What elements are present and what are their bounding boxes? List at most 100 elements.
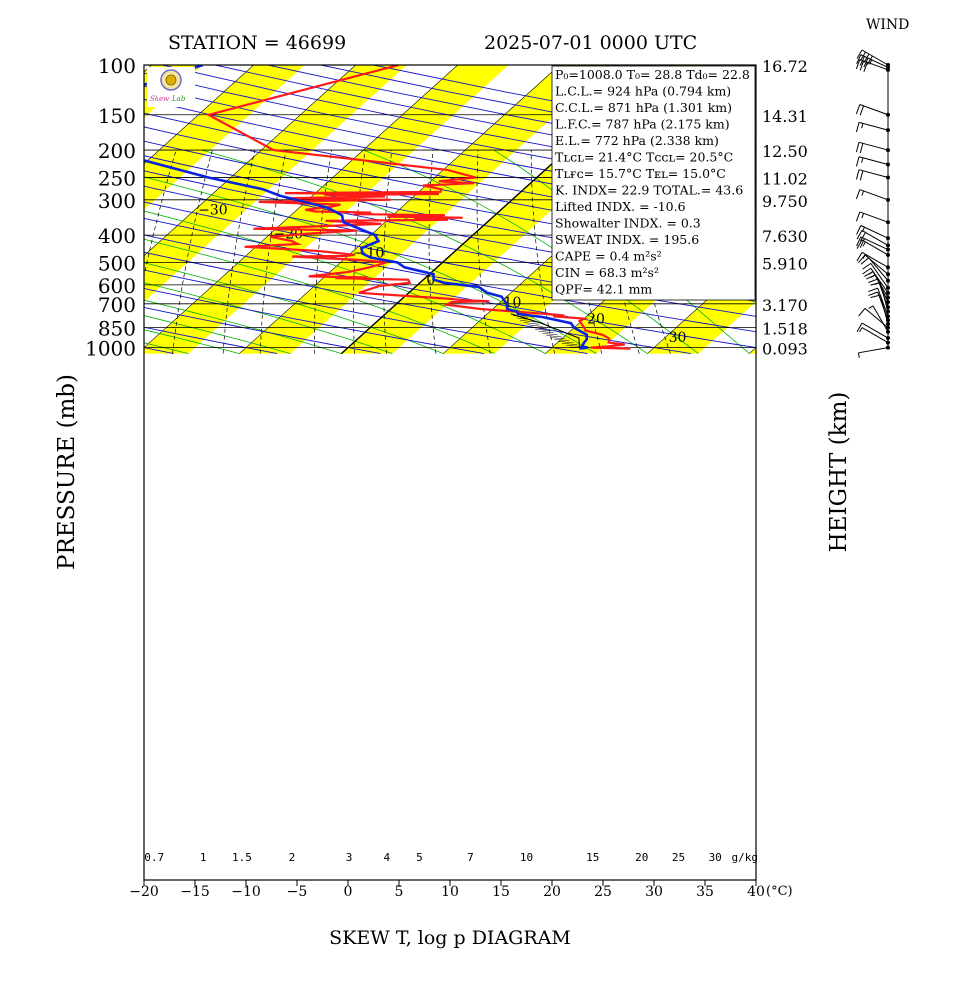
wind-barb-flag xyxy=(870,294,881,299)
pressure-label: 100 xyxy=(98,54,136,78)
isotherm xyxy=(0,65,50,354)
parcel-path xyxy=(510,313,581,349)
wind-barb-half xyxy=(857,352,860,358)
y-axis-label: PRESSURE (mb) xyxy=(54,374,80,570)
parcel-hatch xyxy=(538,330,555,334)
wind-barb xyxy=(861,327,889,344)
moist-adiabat xyxy=(144,299,342,354)
info-line: L.C.L.= 924 hPa (0.794 km) xyxy=(555,84,731,99)
mixing-ratio-line xyxy=(314,150,333,354)
x-tick-label: −10 xyxy=(231,884,261,900)
mixing-ratio-label: g/kg xyxy=(732,851,759,864)
height-label: 3.170 xyxy=(762,296,808,315)
mixing-ratio-label: 1.5 xyxy=(232,851,252,864)
wind-barb-flag xyxy=(856,236,862,247)
info-line: Showalter INDX. = 0.3 xyxy=(555,216,701,231)
height-label: 1.518 xyxy=(762,320,808,339)
wind-barb xyxy=(868,257,889,282)
wind-barb-flag xyxy=(856,239,863,249)
wind-barb xyxy=(859,189,889,201)
x-tick-label: 35 xyxy=(696,884,714,900)
wind-barb-flag xyxy=(855,104,861,115)
wind-header: WIND xyxy=(866,17,909,33)
parcel-hatch xyxy=(550,337,566,340)
wind-barb-flag xyxy=(855,142,860,153)
mixing-ratio-label: 10 xyxy=(520,851,533,864)
parcel-hatch xyxy=(527,324,543,327)
height-label: 7.630 xyxy=(762,227,808,246)
wind-barb-flag xyxy=(858,254,866,263)
dry-adiabat xyxy=(144,201,756,317)
dry-adiabat xyxy=(144,112,756,233)
wind-barb-flag xyxy=(868,291,878,296)
wind-barb-flag xyxy=(859,60,865,71)
info-line: CIN = 68.3 m²s² xyxy=(555,265,659,280)
height-label: 11.02 xyxy=(762,169,808,188)
wind-barb xyxy=(860,236,889,251)
parcel-hatch xyxy=(531,326,547,329)
pressure-label: 200 xyxy=(98,139,136,163)
wind-barb xyxy=(859,59,889,71)
parcel-hatch xyxy=(513,315,529,318)
info-line: E.L.= 772 hPa (2.338 km) xyxy=(555,133,719,148)
info-line: C.C.L.= 871 hPa (1.301 km) xyxy=(555,100,732,115)
wind-barb xyxy=(861,49,889,66)
height-label: 0.093 xyxy=(762,340,808,359)
y2-axis-label: HEIGHT (km) xyxy=(826,392,852,553)
wind-barb-flag xyxy=(856,252,863,262)
parcel-hatch xyxy=(520,319,536,323)
dry-adiabat xyxy=(144,269,588,355)
wind-barb xyxy=(858,347,889,354)
mixing-ratio-line xyxy=(259,150,287,354)
info-line: SWEAT INDX. = 195.6 xyxy=(555,232,699,247)
wind-barb xyxy=(861,230,889,246)
wind-barb-flag xyxy=(860,232,866,242)
wind-barb xyxy=(858,121,889,131)
moist-adiabat xyxy=(144,210,546,354)
wind-profile xyxy=(855,49,890,358)
isotherm-label: 0 xyxy=(426,273,435,289)
isotherm xyxy=(144,65,356,257)
station-label: STATION = 46699 xyxy=(168,32,346,54)
wind-barb xyxy=(861,239,889,256)
x-tick-label: 5 xyxy=(395,884,404,900)
wind-barb xyxy=(858,156,889,166)
dewpoint-curve xyxy=(144,65,589,350)
x-tick-label: 40 xyxy=(747,884,765,900)
wind-barb-half xyxy=(861,190,865,196)
wind-barb-half xyxy=(861,157,864,163)
parcel-hatch xyxy=(534,328,551,332)
dry-adiabat xyxy=(144,140,756,260)
wind-barb xyxy=(861,251,889,268)
wind-barb-flag xyxy=(856,225,862,235)
parcel-hatch xyxy=(546,335,562,338)
wind-barb-half xyxy=(861,213,865,219)
pressure-label: 300 xyxy=(98,189,136,213)
pressure-label: 700 xyxy=(98,293,136,317)
pressure-label: 150 xyxy=(98,104,136,128)
info-line: P₀=1008.0 T₀= 28.8 Td₀= 22.8 xyxy=(555,67,750,82)
info-line: L.F.C.= 787 hPa (2.175 km) xyxy=(555,117,730,132)
dry-adiabat xyxy=(144,326,278,355)
wind-barb xyxy=(879,282,889,312)
dry-adiabat xyxy=(144,307,381,355)
wind-barb xyxy=(859,211,889,223)
mixing-ratio-label: 20 xyxy=(635,851,648,864)
wind-barb-flag xyxy=(862,262,872,270)
pressure-label: 1000 xyxy=(85,337,136,361)
x-tick-label: 0 xyxy=(344,884,353,900)
moist-adiabat xyxy=(144,329,240,354)
wind-barb-flag xyxy=(855,59,861,70)
wind-barb-flag xyxy=(855,122,860,133)
pressure-label: 850 xyxy=(98,317,136,341)
mixing-ratio-label: 1 xyxy=(200,851,207,864)
temperature-curve xyxy=(205,65,631,350)
dry-adiabat xyxy=(144,251,691,355)
wind-barb-half xyxy=(859,327,863,333)
x-tick-label: 30 xyxy=(645,884,663,900)
parcel-hatch xyxy=(542,333,558,336)
wind-barb-flag xyxy=(858,308,866,317)
wind-barb xyxy=(859,104,889,116)
mixing-ratio-label: 25 xyxy=(672,851,685,864)
